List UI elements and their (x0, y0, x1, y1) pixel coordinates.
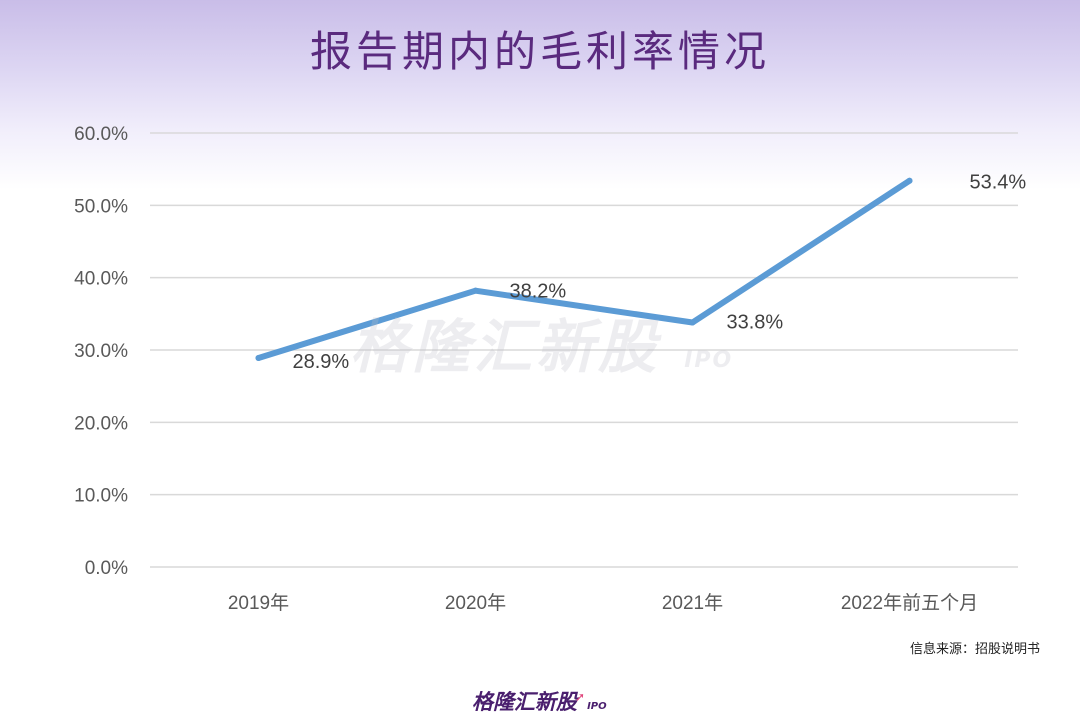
series-group (255, 177, 913, 361)
watermark-sub: IPO (684, 348, 734, 373)
logo-main: 格隆汇新股 (472, 690, 577, 714)
logo-sub: IPO (587, 701, 607, 712)
watermark: 格隆汇新股 IPO (350, 300, 733, 384)
arrow-icon: ➚ (575, 690, 586, 704)
page-title: 报告期内的毛利率情况 (309, 27, 770, 76)
source-note: 信息来源：招股说明书 (909, 642, 1040, 657)
series-line (255, 177, 913, 361)
data-point (255, 354, 262, 361)
x-tick-label: 2019年 (228, 592, 289, 614)
x-tick-label: 2022年前五个月 (841, 592, 978, 614)
data-point (472, 287, 479, 294)
y-axis-ticks: 0.0% 10.0% 20.0% 30.0% 40.0% 50.0% 60.0% (74, 124, 128, 579)
y-tick-label: 60.0% (74, 124, 128, 145)
y-tick-label: 10.0% (74, 486, 128, 507)
data-point (689, 319, 696, 326)
data-label: 28.9% (293, 351, 350, 373)
watermark-main: 格隆汇新股 (350, 313, 661, 381)
data-label: 33.8% (727, 312, 784, 334)
brand-logo: 格隆汇新股➚IPO (472, 686, 607, 716)
y-tick-label: 20.0% (74, 413, 128, 434)
x-tick-label: 2020年 (445, 592, 506, 614)
x-axis-ticks: 2019年 2020年 2021年 2022年前五个月 (228, 592, 978, 614)
data-point (906, 177, 913, 184)
y-tick-label: 30.0% (74, 341, 128, 362)
data-label: 38.2% (510, 281, 567, 303)
y-tick-label: 50.0% (74, 196, 128, 217)
data-labels: 28.9% 38.2% 33.8% 53.4% (293, 172, 1027, 373)
y-tick-label: 40.0% (74, 269, 128, 290)
y-tick-label: 0.0% (85, 558, 128, 579)
x-tick-label: 2021年 (662, 592, 723, 614)
data-label: 53.4% (970, 172, 1027, 194)
